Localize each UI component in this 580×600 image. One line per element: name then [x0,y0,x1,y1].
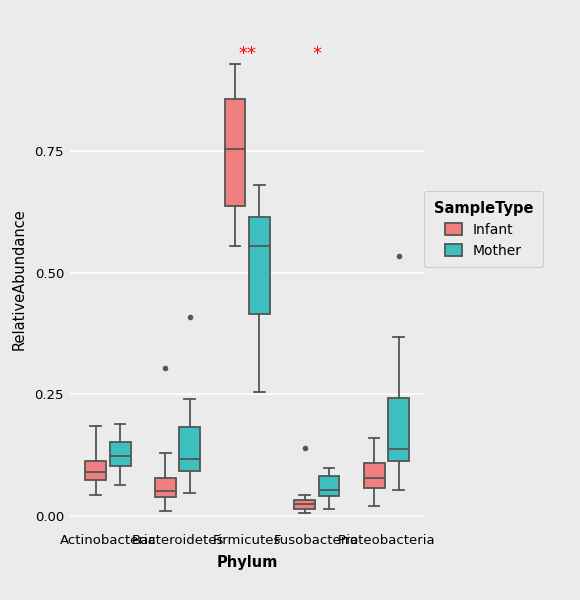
Y-axis label: RelativeAbundance: RelativeAbundance [11,208,26,350]
PathPatch shape [85,461,106,481]
PathPatch shape [249,217,270,314]
PathPatch shape [318,476,339,496]
PathPatch shape [110,442,130,466]
PathPatch shape [388,398,409,461]
Text: **: ** [238,44,256,62]
PathPatch shape [294,500,315,509]
PathPatch shape [179,427,200,470]
X-axis label: Phylum: Phylum [216,555,278,570]
PathPatch shape [224,99,245,206]
Legend: Infant, Mother: Infant, Mother [424,191,543,268]
PathPatch shape [364,463,385,488]
PathPatch shape [155,478,176,497]
Text: *: * [312,44,321,62]
